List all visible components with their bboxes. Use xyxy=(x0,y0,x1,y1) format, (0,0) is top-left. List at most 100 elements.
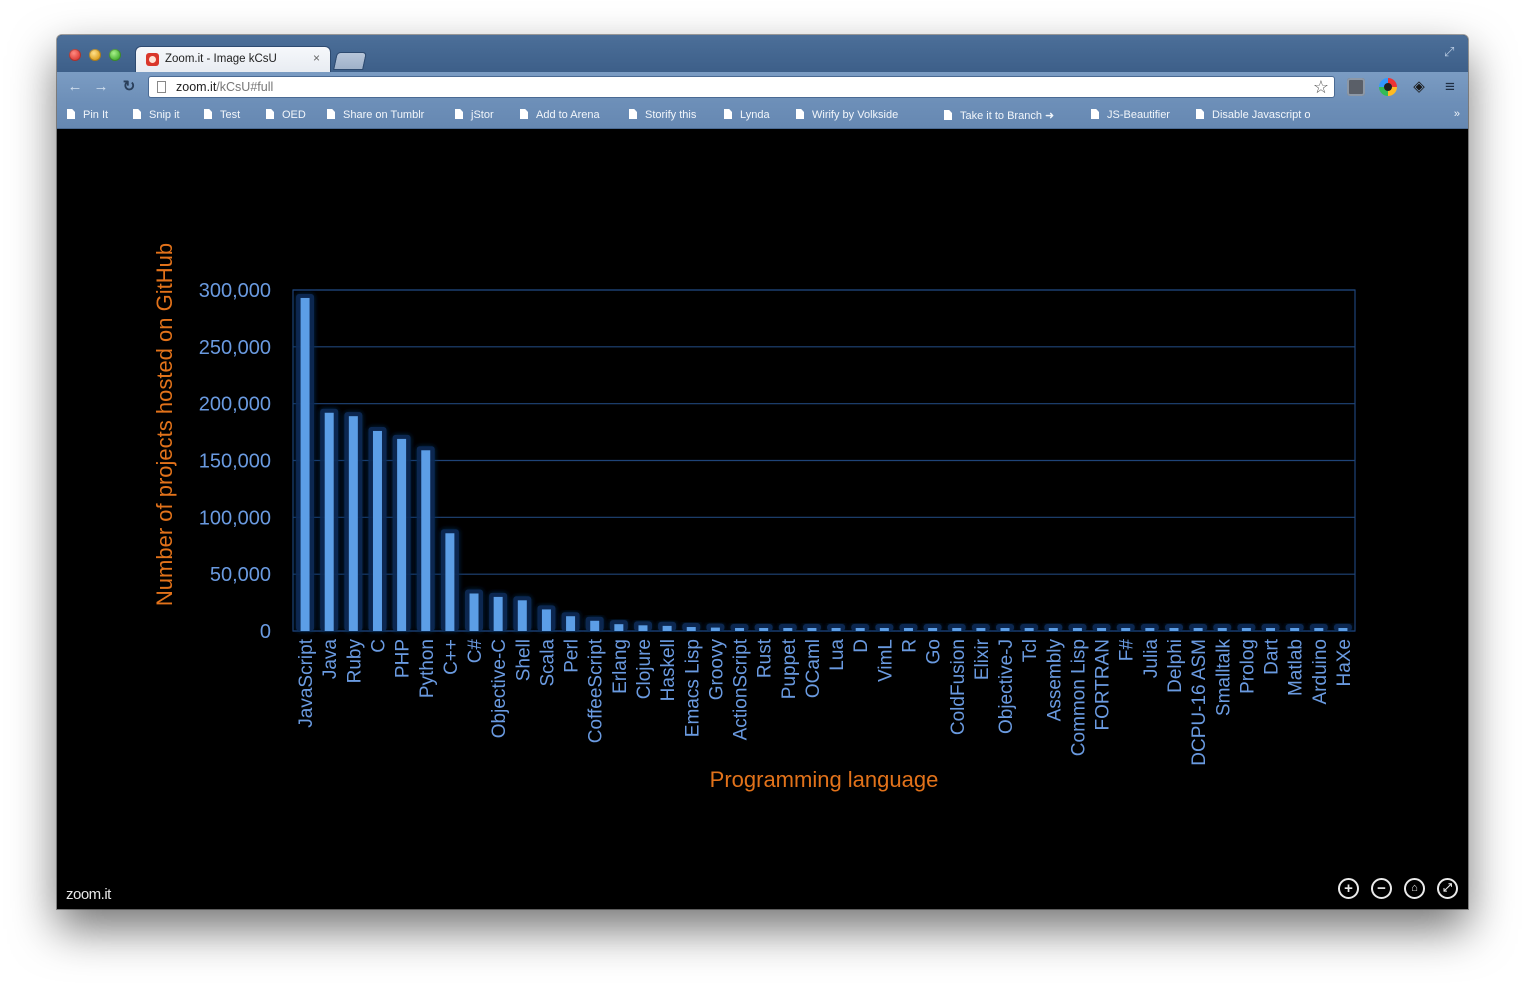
x-tick-label: Rust xyxy=(755,638,776,678)
bookmark-page-icon xyxy=(520,109,528,119)
bookmark-item[interactable]: Lynda xyxy=(724,109,770,121)
color-wheel-extension-icon[interactable] xyxy=(1379,78,1397,96)
x-tick-label: Matlab xyxy=(1286,639,1307,696)
bookmark-item[interactable]: Storify this xyxy=(629,109,696,121)
home-button[interactable]: ⌂ xyxy=(1404,878,1425,899)
bookmark-page-icon xyxy=(796,109,804,119)
bar xyxy=(421,450,431,631)
forward-arrow-icon[interactable]: → xyxy=(93,78,109,95)
bookmark-star-icon[interactable]: ☆ xyxy=(1312,77,1329,97)
bar xyxy=(735,628,745,631)
url-text[interactable]: zoom.it/kCsU#full xyxy=(176,80,273,94)
bookmarks-bar: Pin It Snip it Test OED Share on Tumblr jStor… xyxy=(57,102,1468,129)
bookmark-item[interactable]: Take it to Branch ➜ xyxy=(944,109,1054,122)
x-tick-label: ColdFusion xyxy=(948,639,969,735)
bookmark-item[interactable]: Wirify by Volkside xyxy=(796,109,898,121)
new-tab-button[interactable] xyxy=(333,52,367,70)
bar xyxy=(1048,628,1058,631)
fullscreen-toggle-icon[interactable]: ⤢ xyxy=(1444,44,1455,59)
menu-icon[interactable]: ≡ xyxy=(1445,77,1455,96)
x-tick-label: DCPU-16 ASM xyxy=(1189,639,1210,766)
x-tick-label: FORTRAN xyxy=(1093,639,1114,730)
back-arrow-icon[interactable]: ← xyxy=(67,78,83,95)
bar xyxy=(710,627,720,631)
y-tick-label: 100,000 xyxy=(199,507,271,529)
bookmark-label: OED xyxy=(282,109,306,121)
x-tick-label: JavaScript xyxy=(296,638,317,727)
x-tick-label: Prolog xyxy=(1237,639,1258,694)
bookmark-item[interactable]: OED xyxy=(266,109,306,121)
tab-close-icon[interactable]: × xyxy=(312,51,320,65)
bar xyxy=(1169,628,1179,631)
x-tick-label: CoffeeScript xyxy=(586,638,607,743)
bar xyxy=(348,416,358,631)
bookmark-page-icon xyxy=(944,110,952,120)
bookmark-item[interactable]: Share on Tumblr xyxy=(327,109,424,121)
bar xyxy=(541,609,551,631)
x-tick-label: Clojure xyxy=(634,639,655,699)
screenshot-extension-icon[interactable] xyxy=(1347,78,1365,96)
layers-extension-icon[interactable]: ◈ xyxy=(1413,78,1425,95)
zoomit-viewer[interactable]: 0 50,000 100,000 150,000 200,000 250,000 300,0… xyxy=(57,129,1468,909)
bookmark-label: Storify this xyxy=(645,109,697,121)
bar xyxy=(1000,628,1010,631)
close-window-button[interactable] xyxy=(69,49,81,61)
bar xyxy=(928,628,938,631)
bookmark-item[interactable]: Add to Arena xyxy=(520,109,600,121)
address-bar[interactable]: zoom.it/kCsU#full ☆ xyxy=(148,76,1335,98)
bookmark-item[interactable]: Pin It xyxy=(67,109,108,121)
bookmark-page-icon xyxy=(266,109,274,119)
bar xyxy=(614,624,624,631)
bar xyxy=(759,628,769,631)
page-icon xyxy=(157,81,166,93)
x-tick-label: Smalltalk xyxy=(1213,639,1234,717)
bookmark-label: Lynda xyxy=(740,109,770,121)
minimize-window-button[interactable] xyxy=(89,49,101,61)
bookmark-item[interactable]: Snip it xyxy=(133,109,180,121)
bookmark-item[interactable]: Disable Javascript o xyxy=(1196,109,1310,121)
bookmark-page-icon xyxy=(67,109,75,119)
bar xyxy=(469,593,479,631)
tab-active[interactable]: Zoom.it - Image kCsU × xyxy=(135,46,331,72)
bookmark-page-icon xyxy=(1196,109,1204,119)
bar xyxy=(590,620,600,631)
bookmark-item[interactable]: JS-Beautifier xyxy=(1091,109,1170,121)
bar xyxy=(879,628,889,631)
x-tick-label: Java xyxy=(320,639,341,680)
x-tick-label: Elixir xyxy=(972,638,993,680)
bar xyxy=(1217,628,1227,631)
x-tick-label: Lua xyxy=(827,639,848,671)
x-tick-label: Assembly xyxy=(1044,639,1065,722)
zoom-in-button[interactable]: + xyxy=(1338,878,1359,899)
bookmarks-overflow-button[interactable]: » xyxy=(1453,108,1460,120)
bar xyxy=(1290,628,1300,631)
bookmark-label: Test xyxy=(220,109,241,121)
bookmark-label: Take it to Branch ➜ xyxy=(960,110,1055,122)
bar xyxy=(1266,628,1276,631)
maximize-window-button[interactable] xyxy=(109,49,121,61)
bar xyxy=(903,628,913,631)
bar xyxy=(1241,628,1251,631)
browser-window: Zoom.it - Image kCsU × ⤢ ← → ↻ zoom.it/k… xyxy=(57,35,1468,909)
x-tick-label: Scala xyxy=(537,639,558,687)
tab-bar: Zoom.it - Image kCsU × ⤢ xyxy=(57,35,1468,72)
y-tick-label: 150,000 xyxy=(199,451,271,473)
x-tick-label: Dart xyxy=(1262,638,1283,675)
reload-icon[interactable]: ↻ xyxy=(122,78,136,95)
bookmark-label: JS-Beautifier xyxy=(1107,109,1170,121)
bookmark-item[interactable]: jStor xyxy=(455,109,494,121)
bookmark-label: Pin It xyxy=(83,109,109,121)
bookmark-page-icon xyxy=(1091,109,1099,119)
zoomit-logo: zoom.it xyxy=(66,886,111,903)
bookmark-label: Wirify by Volkside xyxy=(812,109,899,121)
bar xyxy=(1314,628,1324,631)
zoom-out-button[interactable]: − xyxy=(1371,878,1392,899)
fullscreen-button[interactable]: ⤢ xyxy=(1437,878,1458,899)
bookmark-item[interactable]: Test xyxy=(204,109,240,121)
x-tick-label: Objective-C xyxy=(489,639,510,738)
bookmark-label: Share on Tumblr xyxy=(343,109,425,121)
bar xyxy=(638,625,648,631)
x-axis-title: Programming language xyxy=(710,767,939,792)
bar xyxy=(952,628,962,631)
bookmark-page-icon xyxy=(724,109,732,119)
